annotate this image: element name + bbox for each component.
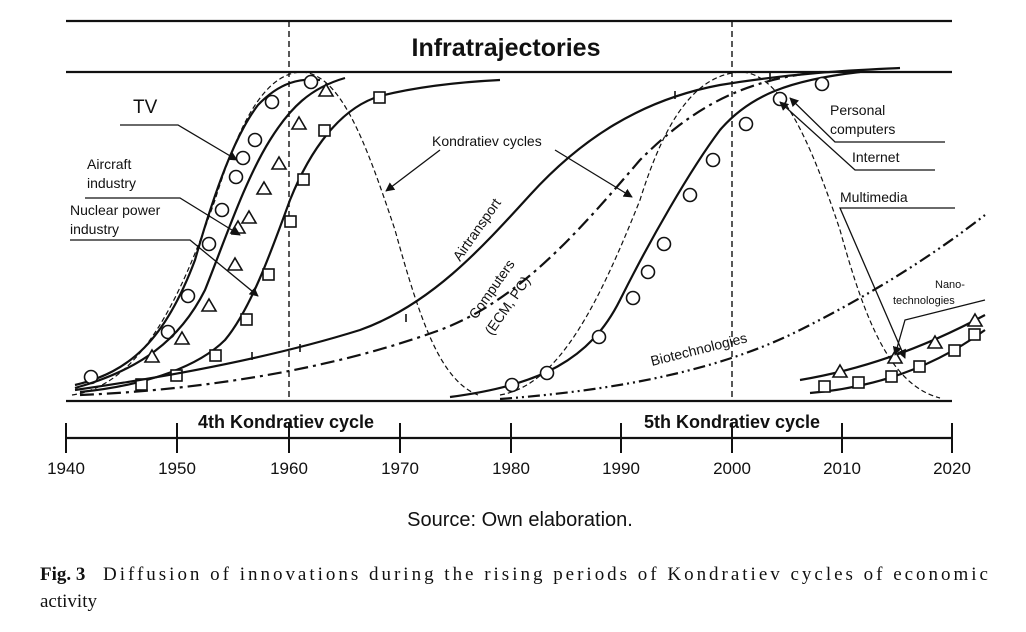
kondratiev-wave-5 — [499, 71, 941, 399]
nuclear-curve — [79, 78, 501, 394]
tick-2020: 2020 — [933, 459, 971, 478]
figure-caption-line1: Diffusion of innovations during the risi… — [103, 564, 988, 585]
kondratiev-wave-4 — [71, 71, 479, 396]
nano-label-line1: Nano- — [935, 279, 965, 291]
tick-1940: 1940 — [47, 459, 85, 478]
fifth-cycle-label: 5th Kondratiev cycle — [644, 412, 820, 432]
kondratiev-cycles-label: Kondratiev cycles — [432, 133, 542, 149]
figure-caption-line2: activity — [40, 591, 97, 612]
personal-computers-label-line1: Personal — [830, 102, 885, 118]
time-axis-ticks — [65, 423, 953, 453]
personal-computers-markers — [504, 76, 830, 393]
nuclear-markers — [135, 91, 386, 391]
airtransport-label: Airtransport — [449, 195, 504, 264]
time-axis-labels: 1940 1950 1960 1970 1980 1990 2000 2010 … — [47, 459, 971, 478]
aircraft-label-line1: Aircraft — [87, 156, 131, 172]
nano-label-line2: technologies — [893, 295, 955, 307]
fourth-cycle-label: 4th Kondratiev cycle — [198, 412, 374, 432]
airtransport-ticks — [251, 72, 771, 360]
tick-1970: 1970 — [381, 459, 419, 478]
nuclear-label-line2: industry — [70, 221, 119, 237]
nuclear-label-line1: Nuclear power — [70, 202, 161, 218]
tv-curve — [74, 78, 321, 387]
personal-computers-leader — [789, 97, 945, 143]
tv-markers — [83, 74, 319, 385]
internet-leader — [779, 101, 935, 171]
nuclear-leader — [70, 239, 259, 297]
airtransport-curve — [74, 66, 901, 392]
aircraft-label-line2: industry — [87, 175, 136, 191]
kondratiev-arrow-right — [554, 149, 633, 198]
nano-triangle-markers — [831, 312, 984, 378]
tick-1950: 1950 — [158, 459, 196, 478]
tv-label: TV — [133, 97, 158, 118]
aircraft-leader — [85, 197, 241, 236]
tick-2000: 2000 — [713, 459, 751, 478]
chart-title: Infratrajectories — [412, 34, 601, 62]
tick-1960: 1960 — [270, 459, 308, 478]
tick-1990: 1990 — [602, 459, 640, 478]
nano-square-markers — [818, 328, 981, 393]
multimedia-label: Multimedia — [840, 189, 908, 205]
source-note: Source: Own elaboration. — [407, 509, 633, 531]
nano-curve-squares — [809, 329, 986, 395]
figure-caption-label: Fig. 3 — [40, 564, 85, 585]
multimedia-leader — [839, 207, 955, 359]
personal-computers-curve — [449, 70, 861, 399]
kondratiev-arrow-left — [385, 149, 441, 192]
tick-1980: 1980 — [492, 459, 530, 478]
biotechnologies-label: Biotechnologies — [649, 329, 749, 368]
nano-curve-triangles — [799, 314, 986, 382]
personal-computers-label-line2: computers — [830, 121, 895, 137]
nano-leader — [892, 299, 986, 356]
biotechnologies-curve — [499, 214, 986, 401]
tick-2010: 2010 — [823, 459, 861, 478]
internet-label: Internet — [852, 149, 900, 165]
tv-leader — [120, 124, 238, 161]
